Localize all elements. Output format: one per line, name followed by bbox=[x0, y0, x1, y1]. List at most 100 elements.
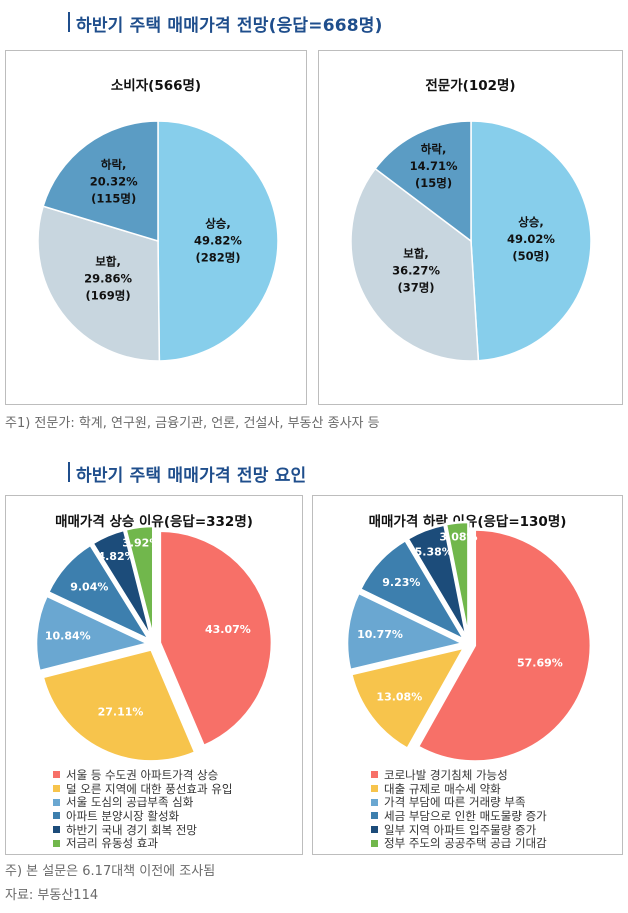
legend-item: 세금 부담으로 인한 매도물량 증가 bbox=[371, 809, 547, 823]
rise-slice-balloon-effect bbox=[41, 647, 197, 763]
percent-label: 27.11% bbox=[98, 706, 144, 719]
legend-label: 덜 오른 지역에 대한 풍선효과 유입 bbox=[66, 781, 233, 796]
legend-label: 가격 부담에 따른 거래량 부족 bbox=[384, 795, 526, 810]
legend-swatch bbox=[371, 826, 378, 834]
percent-label: 36.27% bbox=[392, 264, 440, 278]
rise-slice-supply-shortage bbox=[34, 594, 152, 673]
consumer-chart-title: 소비자(566명) bbox=[110, 78, 202, 94]
legend-label: 일부 지역 아파트 입주물량 증가 bbox=[384, 822, 537, 837]
consumer-slice-down bbox=[42, 120, 159, 243]
category-label: 하락, bbox=[421, 142, 447, 156]
section1-title: 하반기 주택 매매가격 전망(응답=668명) bbox=[68, 11, 383, 36]
source-note: 자료: 부동산114 bbox=[5, 888, 99, 903]
footnote-experts: 주1) 전문가: 학계, 연구원, 금융기관, 언론, 건설사, 부동산 종사자… bbox=[5, 416, 380, 431]
legend-swatch bbox=[53, 839, 60, 847]
count-label: (169명) bbox=[86, 288, 131, 302]
percent-label: 3.92% bbox=[122, 536, 160, 549]
percent-label: 3.08% bbox=[439, 530, 477, 543]
percent-label: 20.32% bbox=[90, 174, 138, 188]
rise-slice-economy-recovery bbox=[90, 528, 153, 640]
legend-swatch bbox=[371, 798, 378, 806]
percent-label: 49.02% bbox=[507, 232, 555, 246]
expert-slice-up bbox=[470, 120, 592, 362]
legend-label: 서울 등 수도권 아파트가격 상승 bbox=[66, 767, 219, 782]
fall-reasons-legend: 코로나발 경기침체 가능성 대출 규제로 매수세 약화 가격 부담에 따른 거래량 … bbox=[371, 768, 547, 850]
fall-slice-public-housing bbox=[444, 520, 470, 639]
consumer-panel: 소비자(566명) 상승, 49.82% (282명) 보합, 29.86% (169명)… bbox=[5, 50, 307, 405]
rise-slice-presale-market bbox=[46, 543, 153, 643]
section2-title: 하반기 주택 매매가격 전망 요인 bbox=[68, 461, 307, 486]
legend-item: 코로나발 경기침체 가능성 bbox=[371, 768, 547, 782]
percent-label: 49.82% bbox=[194, 234, 242, 248]
legend-item: 일부 지역 아파트 입주물량 증가 bbox=[371, 823, 547, 837]
rise-reasons-pie-chart: 43.07% 27.11% 10.84% 9.04% 4.82%3.92% bbox=[34, 524, 274, 763]
legend-swatch bbox=[53, 812, 60, 820]
legend-swatch bbox=[371, 812, 378, 820]
section2-title-text: 하반기 주택 매매가격 전망 요인 bbox=[76, 466, 307, 486]
percent-label: 13.08% bbox=[376, 690, 422, 703]
legend-swatch bbox=[53, 785, 60, 793]
count-label: (50명) bbox=[512, 249, 549, 263]
fall-slice-tax-burden bbox=[358, 538, 468, 643]
legend-swatch bbox=[53, 826, 60, 834]
fall-slice-price-burden bbox=[345, 591, 467, 672]
percent-label: 14.71% bbox=[410, 159, 458, 173]
rise-slice-seoul-price bbox=[158, 529, 274, 748]
percent-label: 29.86% bbox=[84, 271, 132, 285]
legend-swatch bbox=[371, 785, 378, 793]
legend-swatch bbox=[371, 771, 378, 779]
legend-label: 대출 규제로 매수세 약화 bbox=[384, 781, 501, 796]
legend-swatch bbox=[53, 798, 60, 806]
percent-label: 9.04% bbox=[70, 580, 108, 593]
category-label: 상승, bbox=[205, 217, 231, 231]
percent-label: 43.07% bbox=[205, 623, 251, 636]
consumer-slice-up bbox=[157, 120, 279, 362]
category-label: 보합, bbox=[95, 254, 121, 268]
legend-item: 저금리 유동성 효과 bbox=[53, 836, 232, 850]
legend-swatch bbox=[371, 839, 378, 847]
legend-label: 서울 도심의 공급부족 심화 bbox=[66, 795, 194, 810]
percent-label: 10.84% bbox=[45, 630, 91, 643]
fall-slice-new-supply bbox=[405, 523, 469, 640]
expert-pie-chart: 상승, 49.02% (50명) 보합, 36.27% (37명) 하락, 14.71% (15… bbox=[350, 120, 592, 362]
category-label: 상승, bbox=[518, 215, 544, 229]
legend-item: 아파트 분양시장 활성화 bbox=[53, 809, 232, 823]
legend-item: 정부 주도의 공공주택 공급 기대감 bbox=[371, 836, 547, 850]
percent-label: 10.77% bbox=[357, 628, 403, 641]
legend-label: 코로나발 경기침체 가능성 bbox=[384, 767, 508, 782]
fall-reasons-pie-chart: 57.69% 13.08% 10.77% 9.23% 5.38% 3.08% bbox=[345, 520, 593, 763]
expert-slice-down bbox=[374, 120, 472, 243]
legend-label: 아파트 분양시장 활성화 bbox=[66, 808, 180, 823]
category-label: 하락, bbox=[101, 157, 127, 171]
rise-reasons-legend: 서울 등 수도권 아파트가격 상승 덜 오른 지역에 대한 풍선효과 유입 서울 도… bbox=[53, 768, 232, 850]
count-label: (282명) bbox=[195, 251, 240, 265]
rise-slice-low-rates bbox=[124, 524, 155, 639]
legend-label: 저금리 유동성 효과 bbox=[66, 836, 158, 851]
percent-label: 9.23% bbox=[382, 576, 420, 589]
title-accent-bar bbox=[68, 462, 70, 482]
legend-item: 하반기 국내 경기 회복 전망 bbox=[53, 823, 232, 837]
legend-item: 서울 등 수도권 아파트가격 상승 bbox=[53, 768, 232, 782]
count-label: (37명) bbox=[397, 281, 434, 295]
category-label: 보합, bbox=[403, 247, 429, 261]
consumer-pie-chart: 상승, 49.82% (282명) 보합, 29.86% (169명) 하락, 20.32% (… bbox=[37, 120, 279, 362]
rise-chart-title: 매매가격 상승 이유(응답=332명) bbox=[55, 514, 253, 530]
expert-slice-flat bbox=[350, 167, 480, 362]
footnote-survey-timing: 주) 본 설문은 6.17대책 이전에 조사됨 bbox=[5, 864, 216, 879]
legend-item: 가격 부담에 따른 거래량 부족 bbox=[371, 795, 547, 809]
rise-reasons-panel: 매매가격 상승 이유(응답=332명) 43.07% 27.11% 10.84% 9.… bbox=[5, 495, 303, 855]
legend-label: 정부 주도의 공공주택 공급 기대감 bbox=[384, 836, 547, 851]
legend-item: 덜 오른 지역에 대한 풍선효과 유입 bbox=[53, 782, 232, 796]
title-accent-bar bbox=[68, 12, 70, 32]
legend-item: 서울 도심의 공급부족 심화 bbox=[53, 795, 232, 809]
percent-label: 5.38% bbox=[415, 546, 453, 559]
count-label: (115명) bbox=[91, 191, 136, 205]
percent-label: 4.82% bbox=[97, 550, 135, 563]
legend-label: 하반기 국내 경기 회복 전망 bbox=[66, 822, 198, 837]
consumer-slice-flat bbox=[37, 205, 161, 362]
legend-item: 대출 규제로 매수세 약화 bbox=[371, 782, 547, 796]
legend-label: 세금 부담으로 인한 매도물량 증가 bbox=[384, 808, 547, 823]
expert-panel: 전문가(102명) 상승, 49.02% (50명) 보합, 36.27% (37명) 하락… bbox=[318, 50, 623, 405]
section1-title-text: 하반기 주택 매매가격 전망(응답=668명) bbox=[76, 16, 383, 36]
expert-chart-title: 전문가(102명) bbox=[425, 78, 516, 94]
